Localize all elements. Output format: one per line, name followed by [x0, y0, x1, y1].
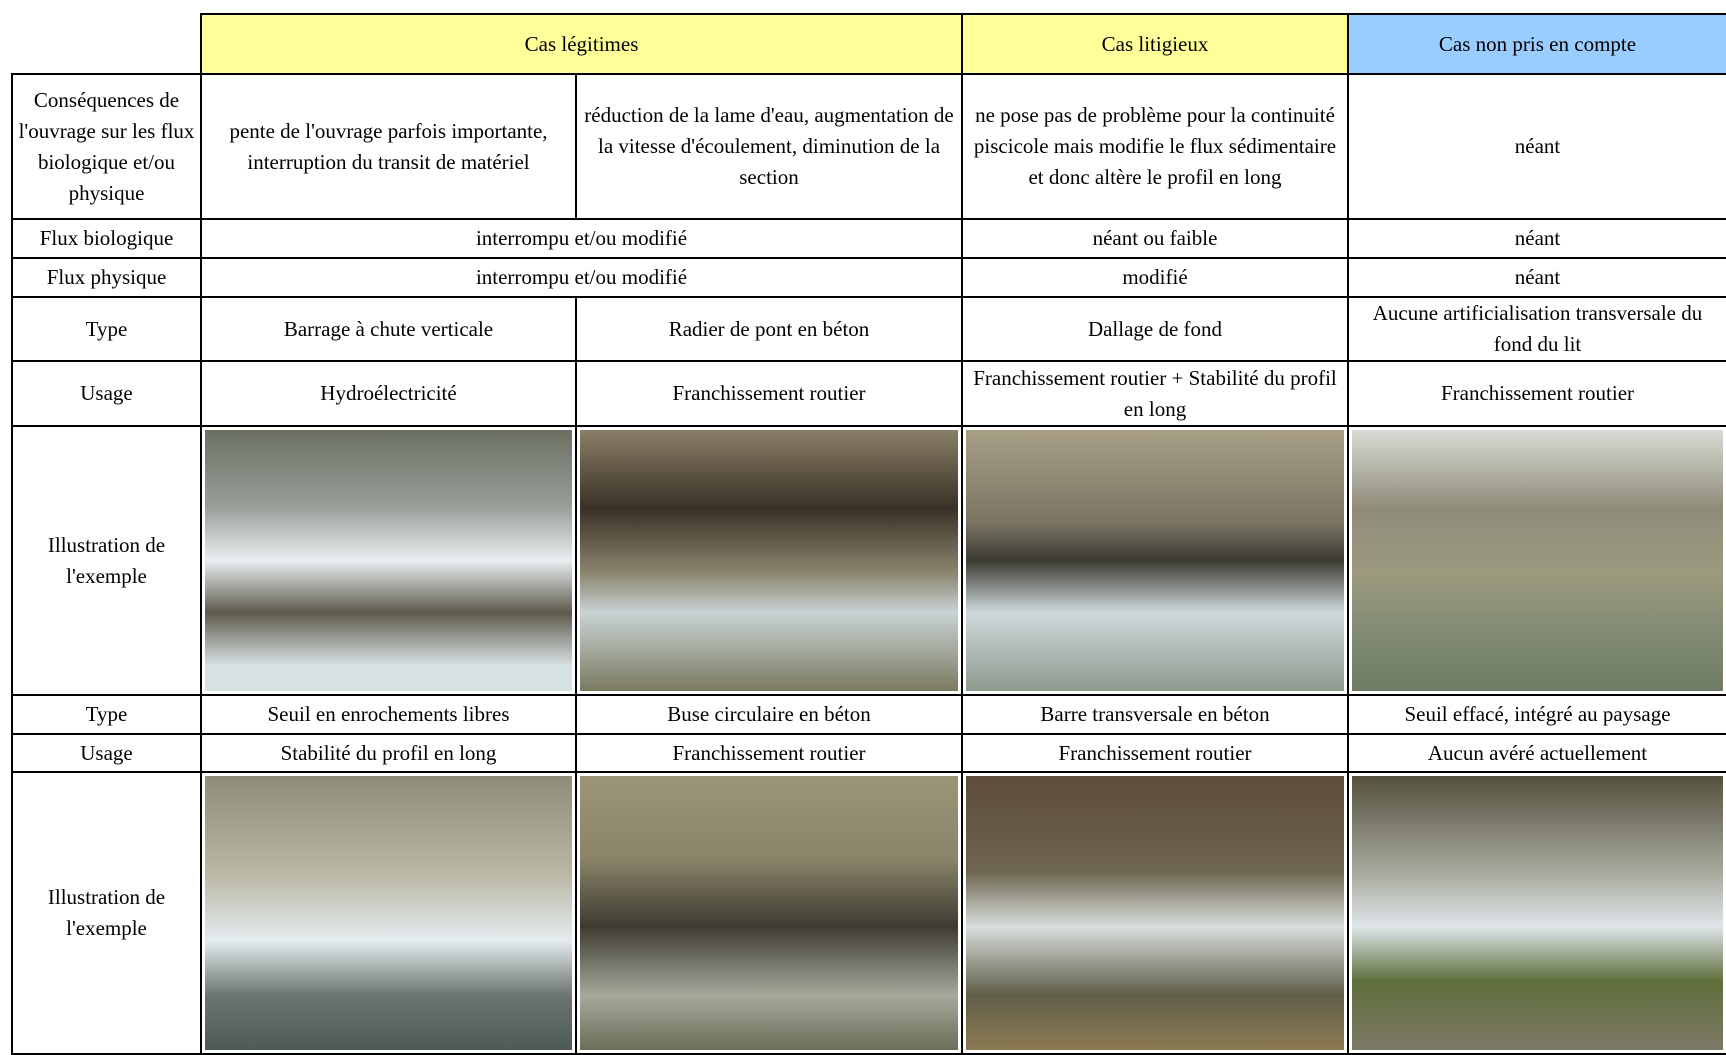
blank-cell: [12, 14, 202, 75]
row-label: Conséquences de l'ouvrage sur les flux b…: [11, 73, 202, 220]
table-row: Usage Hydroélectricité Franchissement rout…: [11, 360, 1726, 427]
cell: Dallage de fond: [961, 296, 1349, 362]
photo: [966, 430, 1344, 691]
cell: Franchissement routier + Stabilité du pr…: [961, 360, 1349, 427]
photo: [205, 430, 572, 691]
cell: néant: [1347, 218, 1726, 259]
photo-cell: [200, 425, 577, 696]
row-label: Flux biologique: [11, 218, 202, 259]
cell: Stabilité du profil en long: [200, 733, 577, 773]
photo-cell: [961, 425, 1349, 696]
cell: modifié: [961, 257, 1349, 298]
cell: Franchissement routier: [1347, 360, 1726, 427]
table-row: Flux physique interrompu et/ou modifié mod…: [11, 257, 1726, 298]
cell: Hydroélectricité: [200, 360, 577, 427]
cell: pente de l'ouvrage parfois importante, i…: [200, 73, 577, 220]
cell: réduction de la lame d'eau, augmentation…: [575, 73, 963, 220]
photo: [966, 776, 1344, 1050]
cell: Franchissement routier: [575, 733, 963, 773]
cell: néant: [1347, 257, 1726, 298]
cell: Barrage à chute verticale: [200, 296, 577, 362]
photo: [1352, 776, 1723, 1050]
photo: [580, 430, 958, 691]
table-row: Illustration de l'exemple: [11, 771, 1726, 1055]
cell: Seuil en enrochements libres: [200, 694, 577, 735]
cell: ne pose pas de problème pour la continui…: [961, 73, 1349, 220]
cell: Barre transversale en béton: [961, 694, 1349, 735]
row-label: Type: [11, 694, 202, 735]
photo-cell: [575, 771, 963, 1055]
table-row: Type Seuil en enrochements libres Buse cir…: [11, 694, 1726, 735]
photo-cell: [1347, 425, 1726, 696]
cell: Seuil effacé, intégré au paysage: [1347, 694, 1726, 735]
table-row: Flux biologique interrompu et/ou modifié n…: [11, 218, 1726, 259]
comparison-table: Cas légitimes Cas litigieux Cas non pris e…: [11, 13, 1726, 1055]
cell: Radier de pont en béton: [575, 296, 963, 362]
cell: Aucune artificialisation transversale du…: [1347, 296, 1726, 362]
cell: néant ou faible: [961, 218, 1349, 259]
column-header: Cas légitimes: [200, 13, 963, 75]
row-label: Illustration de l'exemple: [11, 771, 202, 1055]
cell: Aucun avéré actuellement: [1347, 733, 1726, 773]
photo: [205, 776, 572, 1050]
cell: Franchissement routier: [961, 733, 1349, 773]
photo: [580, 776, 958, 1050]
table-row: Conséquences de l'ouvrage sur les flux b…: [11, 73, 1726, 220]
row-label: Flux physique: [11, 257, 202, 298]
photo-cell: [575, 425, 963, 696]
row-label: Illustration de l'exemple: [11, 425, 202, 696]
column-header: Cas litigieux: [961, 13, 1349, 75]
cell: interrompu et/ou modifié: [200, 218, 963, 259]
row-label: Type: [11, 296, 202, 362]
header-row: Cas légitimes Cas litigieux Cas non pris e…: [12, 13, 1726, 75]
table-row: Illustration de l'exemple: [11, 425, 1726, 696]
photo-cell: [1347, 771, 1726, 1055]
photo: [1352, 430, 1723, 691]
photo-cell: [200, 771, 577, 1055]
cell: Buse circulaire en béton: [575, 694, 963, 735]
photo-cell: [961, 771, 1349, 1055]
row-label: Usage: [11, 360, 202, 427]
cell: néant: [1347, 73, 1726, 220]
cell: interrompu et/ou modifié: [200, 257, 963, 298]
column-header: Cas non pris en compte: [1347, 13, 1726, 75]
table-row: Usage Stabilité du profil en long Franchis…: [11, 733, 1726, 773]
cell: Franchissement routier: [575, 360, 963, 427]
table-row: Type Barrage à chute verticale Radier de p…: [11, 296, 1726, 362]
row-label: Usage: [11, 733, 202, 773]
